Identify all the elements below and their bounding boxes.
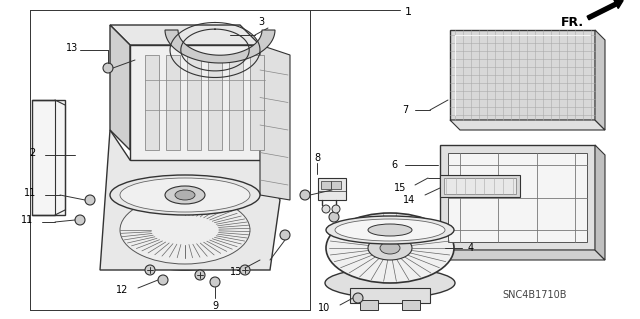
Circle shape	[322, 205, 330, 213]
Polygon shape	[32, 100, 65, 215]
Text: 5: 5	[331, 225, 337, 235]
Text: 9: 9	[212, 301, 218, 311]
Ellipse shape	[325, 268, 455, 298]
Bar	[350, 288, 430, 303]
Polygon shape	[130, 45, 260, 160]
Bar	[402, 300, 420, 310]
Bar	[208, 55, 222, 150]
Ellipse shape	[110, 190, 260, 270]
Circle shape	[332, 205, 340, 213]
Bar	[360, 300, 378, 310]
Bar	[440, 145, 595, 250]
Circle shape	[240, 265, 250, 275]
Polygon shape	[100, 130, 280, 270]
Text: 13: 13	[66, 43, 78, 53]
Bar	[145, 55, 159, 150]
Circle shape	[85, 195, 95, 205]
FancyArrow shape	[587, 0, 623, 20]
Circle shape	[158, 275, 168, 285]
Text: 14: 14	[403, 195, 415, 205]
Polygon shape	[260, 45, 290, 200]
Text: 12: 12	[116, 285, 128, 295]
Circle shape	[145, 265, 155, 275]
Text: 4: 4	[468, 243, 474, 253]
Polygon shape	[450, 120, 605, 130]
Circle shape	[210, 277, 220, 287]
Polygon shape	[110, 25, 130, 150]
Text: SNC4B1710B: SNC4B1710B	[503, 290, 567, 300]
Circle shape	[75, 215, 85, 225]
Circle shape	[103, 63, 113, 73]
Ellipse shape	[120, 196, 250, 264]
Ellipse shape	[110, 175, 260, 215]
Ellipse shape	[120, 178, 250, 212]
Text: 15: 15	[394, 183, 406, 193]
Circle shape	[195, 270, 205, 280]
Ellipse shape	[175, 190, 195, 200]
Circle shape	[280, 230, 290, 240]
Text: 7: 7	[402, 105, 408, 115]
Bar	[448, 153, 587, 242]
Text: 3: 3	[258, 17, 264, 27]
Text: 1: 1	[404, 7, 412, 17]
Polygon shape	[110, 25, 260, 45]
Polygon shape	[165, 30, 275, 63]
Text: 10: 10	[317, 303, 330, 313]
Bar	[331, 181, 341, 189]
Bar	[166, 55, 180, 150]
Ellipse shape	[335, 219, 445, 241]
Ellipse shape	[165, 186, 205, 204]
Text: 2: 2	[29, 148, 36, 158]
Bar	[250, 55, 264, 150]
Circle shape	[329, 212, 339, 222]
Text: FR.: FR.	[561, 16, 584, 28]
Polygon shape	[595, 30, 605, 130]
Text: 13: 13	[230, 267, 242, 277]
Bar	[318, 178, 346, 200]
Polygon shape	[595, 145, 605, 260]
Ellipse shape	[326, 213, 454, 283]
Circle shape	[300, 190, 310, 200]
Bar	[321, 181, 331, 189]
Bar	[450, 30, 595, 120]
Polygon shape	[440, 250, 605, 260]
Text: 11: 11	[20, 215, 33, 225]
Bar	[229, 55, 243, 150]
Ellipse shape	[326, 216, 454, 244]
Ellipse shape	[380, 242, 400, 254]
Ellipse shape	[368, 224, 412, 236]
Bar	[187, 55, 201, 150]
Text: 11: 11	[24, 188, 36, 198]
Text: 8: 8	[314, 153, 320, 163]
Circle shape	[353, 293, 363, 303]
Ellipse shape	[368, 236, 412, 260]
Text: 6: 6	[392, 160, 398, 170]
Bar	[440, 175, 520, 197]
Text: 13: 13	[334, 183, 346, 193]
Bar	[444, 178, 516, 194]
